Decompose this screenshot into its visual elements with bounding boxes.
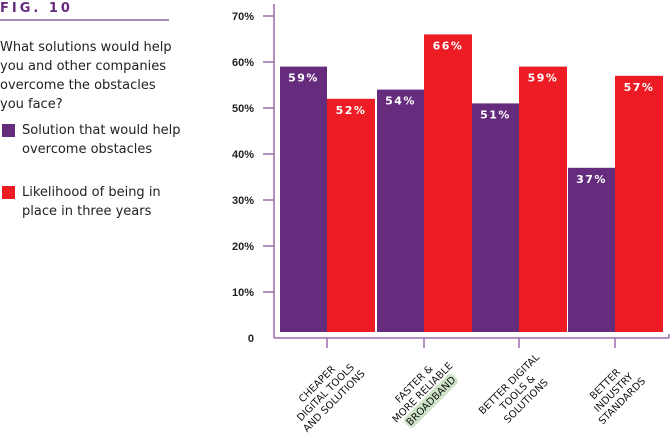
bar-data-label: 51%	[480, 108, 511, 121]
bar-data-label: 37%	[576, 173, 607, 186]
bar-data-label: 57%	[624, 81, 655, 94]
legend-swatch-purple	[2, 124, 15, 137]
bar-data-label: 52%	[336, 104, 367, 117]
title-rule	[0, 19, 169, 21]
y-tick-label: 10%	[232, 287, 254, 299]
bar-solution	[472, 103, 519, 333]
bar-likelihood	[519, 66, 567, 332]
bar-data-label: 59%	[288, 72, 319, 85]
bar-solution	[280, 66, 327, 332]
bar-likelihood	[424, 34, 472, 333]
y-tick-label: 0	[248, 333, 254, 345]
bar-data-label: 59%	[528, 72, 559, 85]
y-tick-label: 30%	[232, 195, 254, 207]
y-tick-label: 40%	[232, 149, 254, 161]
bar-likelihood	[327, 98, 375, 332]
y-tick-label: 50%	[232, 103, 254, 115]
bar-solution	[377, 89, 424, 332]
bar-data-label: 66%	[433, 39, 464, 52]
y-tick-label: 70%	[232, 11, 254, 23]
legend-label: Solution that would help overcome obstac…	[22, 123, 181, 157]
chart-question: What solutions would help you and other …	[0, 40, 172, 112]
bar-solution	[568, 167, 615, 332]
broadband-highlight	[403, 373, 458, 428]
y-tick-label: 20%	[232, 241, 254, 253]
bar-data-label: 54%	[385, 95, 416, 108]
y-tick-label: 60%	[232, 57, 254, 69]
figure-label: FIG. 10	[0, 1, 73, 16]
legend-swatch-red	[2, 186, 15, 199]
bar-likelihood	[615, 75, 663, 333]
legend-label: Likelihood of being in place in three ye…	[22, 185, 161, 219]
